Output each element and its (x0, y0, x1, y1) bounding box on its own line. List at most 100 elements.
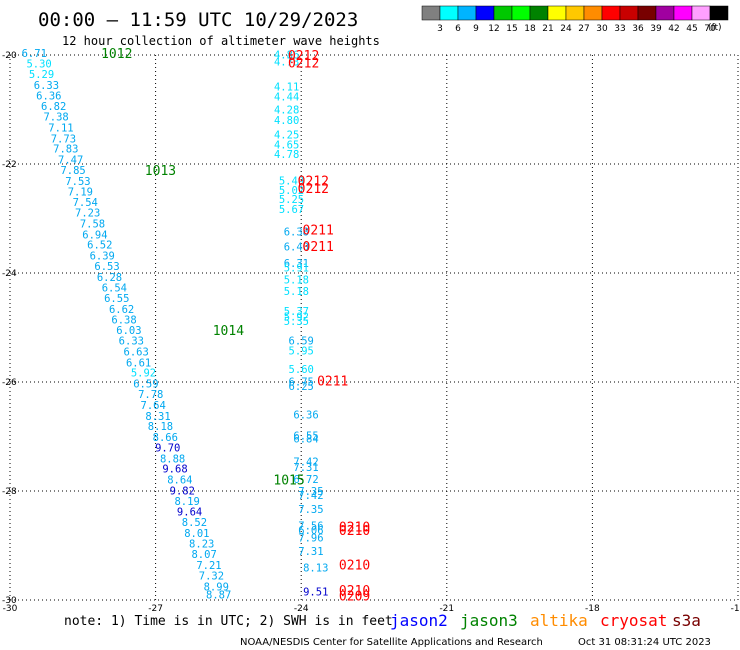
track-b-swh-label: 6.59 (289, 336, 314, 348)
legend-label: 70 (704, 24, 716, 34)
track-a-swh-label: 6.52 (87, 240, 112, 252)
color-legend: 3 6 9 12 15 18 21 24 27 30 33 36 39 42 45 70 (421, 5, 729, 34)
track-b-swh-label: 7.31 (298, 546, 323, 558)
track-a-swh-label: 6.38 (111, 314, 136, 326)
track-a-swh-label: 7.19 (68, 186, 93, 198)
track-b-swh-label: 4.25 (274, 130, 299, 142)
satellite-name: jason3 (460, 611, 518, 630)
track-b-swh-label: 5.18 (284, 275, 309, 287)
cycle-number-label: 0212 (288, 57, 319, 72)
track-a-swh-label: 7.11 (48, 122, 73, 134)
track-b-swh-label: 7.42 (298, 490, 323, 502)
track-b-swh-label: 7.56 (298, 520, 323, 532)
track-a-swh-label: 6.33 (34, 80, 59, 92)
satellite-name: s3a (672, 611, 701, 630)
track-a-swh-label: 8.99 (204, 581, 229, 593)
track-a-swh-label: 6.63 (124, 346, 149, 358)
legend-label: 42 (668, 24, 679, 34)
track-a-swh-label: 6.36 (36, 90, 61, 102)
track-b-swh-label: 4.78 (274, 149, 299, 161)
y-tick-label: -28 (2, 487, 17, 497)
track-a-swh-label: 7.85 (60, 165, 85, 177)
track-a-swh-label: 8.07 (191, 549, 216, 561)
y-tick-label: -26 (2, 378, 17, 388)
track-a-swh-label: 6.82 (41, 101, 66, 113)
track-b-swh-label: 5.35 (284, 316, 309, 328)
track-b-swh-label: 6.36 (293, 410, 318, 422)
track-a-swh-label: 7.47 (58, 155, 83, 167)
track-a-swh-label: 5.30 (26, 59, 51, 71)
satellite-legend: jason2 jason3 altika cryosat s3a (390, 611, 701, 630)
track-b-swh-label: 5.67 (279, 204, 304, 216)
legend-label: 30 (596, 24, 608, 34)
x-tick-label: -21 (439, 604, 454, 614)
track-a-swh-label: 6.54 (102, 283, 127, 295)
legend-swatch (673, 5, 693, 21)
chart-title: 00:00 – 11:59 UTC 10/29/2023 (38, 9, 358, 31)
track-a-swh-label: 8.88 (160, 453, 185, 465)
track-a-swh-label: 8.52 (182, 517, 207, 529)
track-b-swh-label: 4.86 (274, 49, 299, 61)
legend-label: 27 (578, 24, 589, 34)
satellite-name: cryosat (600, 611, 667, 630)
track-a-swh-label: 5.92 (131, 368, 156, 380)
track-a-swh-label: 6.55 (104, 293, 129, 305)
legend-swatch (421, 5, 441, 21)
track-a: 6.715.305.296.336.366.827.387.117.737.83… (22, 48, 232, 602)
axis-labels: -30 -27 -24 -21 -18 -15 -20 -22 -24 -26 -28 -30 (2, 51, 740, 614)
cycle-number-label: 0211 (317, 374, 348, 389)
legend-swatch (601, 5, 621, 21)
track-a-swh-label: 7.78 (138, 389, 163, 401)
track-b-swh-label: 4.80 (274, 115, 299, 127)
track-b-swh-label: 8.13 (303, 562, 328, 574)
legend-swatch (511, 5, 531, 21)
track-a-swh-label: 9.82 (170, 485, 195, 497)
x-tick-label: -18 (585, 604, 600, 614)
footer-timestamp: Oct 31 08:31:24 UTC 2023 (578, 637, 711, 648)
track-a-swh-label: 6.53 (94, 261, 119, 273)
track-a-swh-label: 6.62 (109, 304, 134, 316)
track-a-swh-label: 7.58 (80, 218, 105, 230)
legend-swatch (457, 5, 477, 21)
track-a-swh-label: 8.19 (174, 496, 199, 508)
legend-label: 15 (506, 24, 517, 34)
track-b-swh-label: 6.84 (293, 434, 318, 446)
legend-label: 33 (614, 24, 625, 34)
track-a-swh-label: 8.87 (206, 590, 231, 602)
legend-label: 18 (524, 24, 536, 34)
cycle-number-label: 0210 (339, 584, 370, 599)
track-b-swh-label: 5.95 (289, 345, 314, 357)
track-b-swh-label: 4.11 (274, 82, 299, 94)
legend-swatch (709, 5, 729, 21)
track-b-swh-label: 6.31 (284, 258, 309, 270)
y-tick-label: -24 (2, 269, 17, 279)
y-tick-label: -20 (2, 51, 17, 61)
legend-label: 24 (560, 24, 572, 34)
track-a-swh-label: 7.64 (141, 400, 166, 412)
track-a-swh-label: 6.39 (90, 251, 115, 263)
track-b-swh-label: 4.44 (274, 91, 299, 103)
track-b-swh-label: 4.73 (274, 57, 299, 69)
legend-unit: (ft) (708, 23, 722, 33)
track-a-swh-label: 7.32 (199, 570, 224, 582)
chart-subtitle: 12 hour collection of altimeter wave hei… (62, 34, 380, 48)
cycle-number-label: 1012 (101, 47, 132, 62)
track-b-swh-label: 6.40 (284, 241, 309, 253)
track-b: 4.864.73 4.114.44 4.284.80 4.254.654.78 5.49… (274, 49, 328, 598)
track-b-swh-label: 6.72 (293, 474, 318, 486)
track-b-swh-label: 7.42 (293, 457, 318, 469)
track-a-swh-label: 9.64 (177, 507, 202, 519)
legend-swatch (637, 5, 657, 21)
track-b-swh-label: 7.35 (298, 486, 323, 498)
track-a-swh-label: 6.71 (22, 48, 47, 60)
track-a-swh-label: 8.01 (184, 528, 209, 540)
track-a-swh-label: 6.61 (126, 357, 151, 369)
track-b-swh-label: 5.49 (279, 175, 304, 187)
track-a-swh-label: 7.38 (43, 112, 68, 124)
track-b-swh-label: 6.06 (298, 525, 323, 537)
legend-swatch (691, 5, 711, 21)
x-tick-label: -30 (3, 604, 18, 614)
cycle-number-label: 0210 (339, 559, 370, 574)
legend-label: 39 (650, 24, 662, 34)
